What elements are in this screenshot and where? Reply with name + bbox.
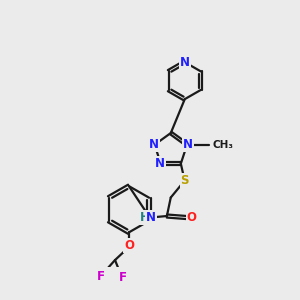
Text: S: S [180, 174, 189, 187]
Text: O: O [124, 239, 134, 252]
Text: F: F [97, 270, 105, 283]
Text: N: N [155, 157, 165, 170]
Text: CH₃: CH₃ [213, 140, 234, 150]
Text: H: H [140, 211, 150, 224]
Text: N: N [149, 138, 159, 151]
Text: N: N [146, 211, 156, 224]
Text: F: F [119, 271, 127, 284]
Text: N: N [183, 138, 193, 151]
Text: O: O [187, 211, 197, 224]
Text: N: N [180, 56, 190, 69]
